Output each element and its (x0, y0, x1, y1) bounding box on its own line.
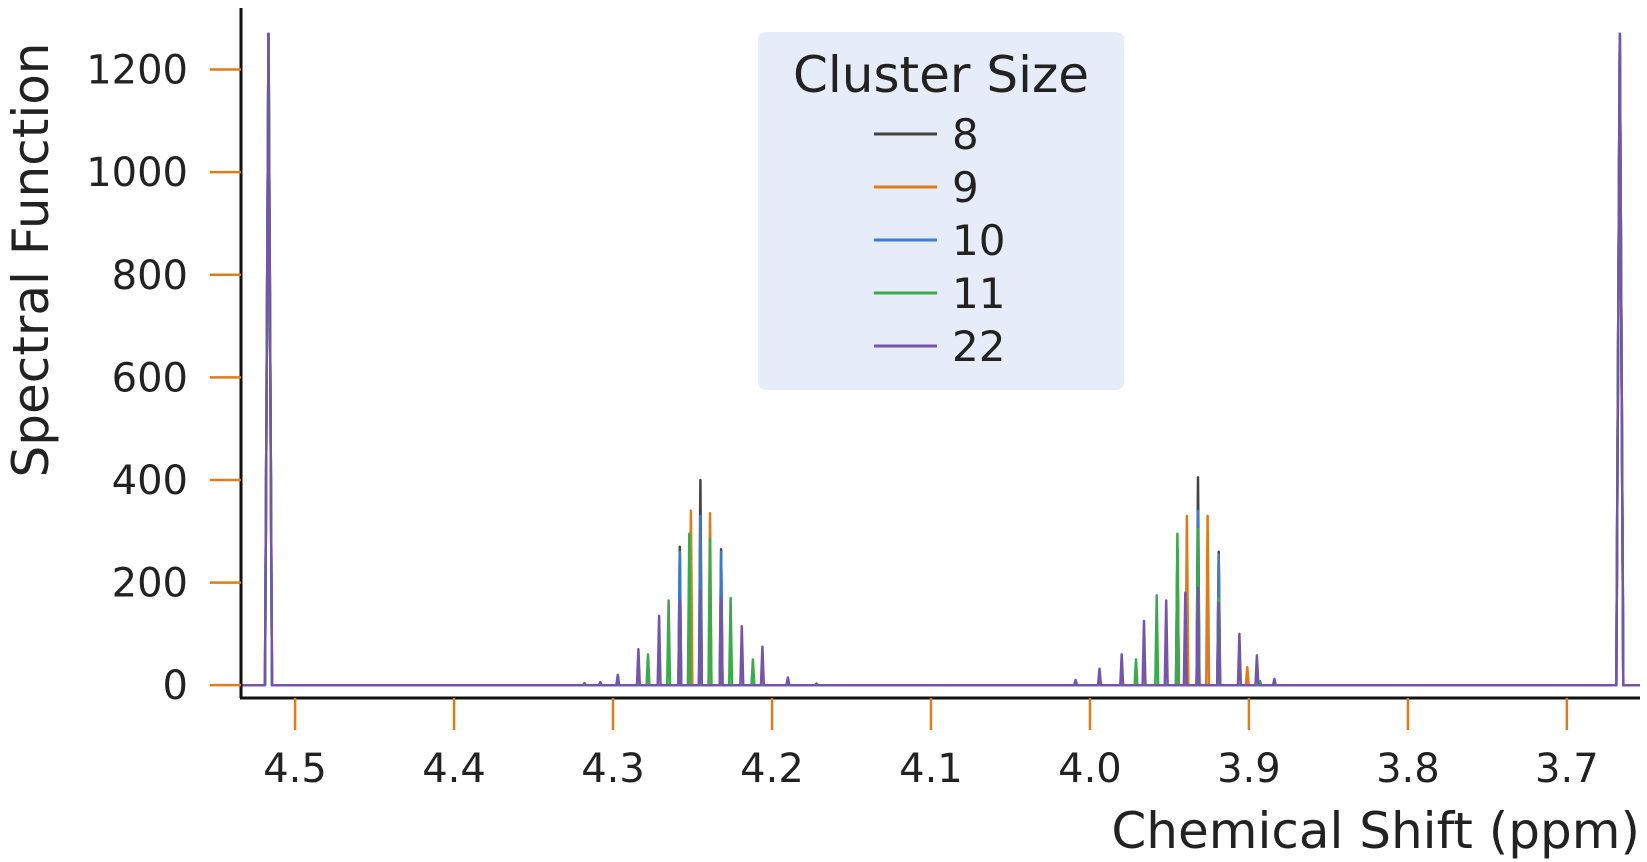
legend-label-22: 22 (952, 322, 1005, 371)
y-axis-title: Spectral Function (2, 43, 60, 478)
y-tick-label: 200 (112, 561, 188, 607)
x-tick-label: 4.5 (263, 746, 327, 792)
legend-title: Cluster Size (793, 46, 1089, 104)
legend-background (758, 32, 1124, 390)
x-tick-label: 3.9 (1217, 746, 1281, 792)
y-tick-label: 800 (112, 253, 188, 299)
legend-label-8: 8 (952, 110, 979, 159)
x-tick-label: 4.0 (1058, 746, 1122, 792)
legend-label-9: 9 (952, 163, 979, 212)
y-tick-label: 1200 (86, 48, 188, 94)
x-axis-title: Chemical Shift (ppm) (1111, 802, 1640, 860)
y-tick-label: 600 (112, 355, 188, 401)
x-tick-label: 4.3 (581, 746, 645, 792)
series-line-22 (241, 32, 1640, 687)
y-tick-label: 1000 (86, 150, 188, 196)
y-tick-label: 0 (163, 663, 188, 709)
x-tick-label: 3.7 (1535, 746, 1599, 792)
legend-label-10: 10 (952, 216, 1005, 265)
legend-label-11: 11 (952, 269, 1005, 318)
plot-area (241, 32, 1640, 687)
axis-ticks: 4.5 4.4 4.3 4.2 4.1 4.0 3.9 3.8 3.7 0 200 400 600 800… (86, 48, 1598, 792)
y-tick-label: 400 (112, 458, 188, 504)
x-tick-label: 4.4 (422, 746, 486, 792)
x-tick-label: 3.8 (1376, 746, 1440, 792)
x-tick-label: 4.1 (899, 746, 963, 792)
x-tick-label: 4.2 (740, 746, 804, 792)
